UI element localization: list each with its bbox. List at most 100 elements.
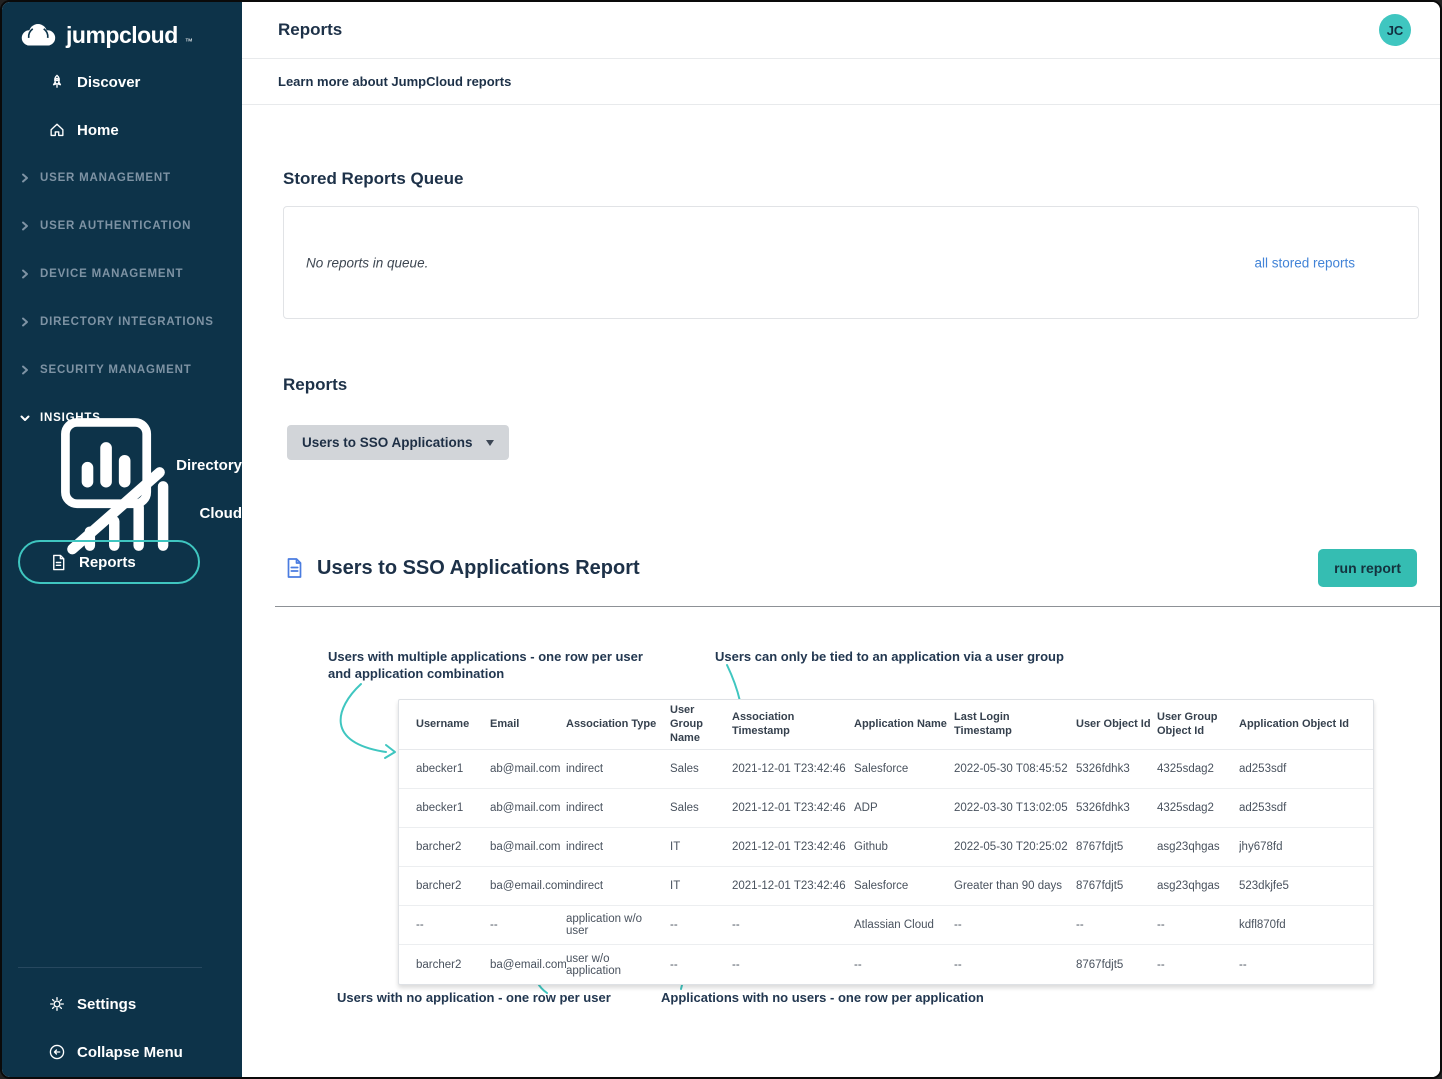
cell: 2021-12-01 T23:42:46 <box>732 749 854 790</box>
brand-trademark: ™ <box>184 37 193 46</box>
sidebar-section-device-management[interactable]: DEVICE MANAGEMENT <box>2 267 242 281</box>
cell: 2021-12-01 T23:42:46 <box>732 788 854 829</box>
cell: -- <box>490 905 566 946</box>
jumpcloud-logo[interactable]: jumpcloud ™ <box>2 2 242 50</box>
cell: application w/o user <box>566 905 670 946</box>
cell: abecker1 <box>399 788 490 829</box>
cell: ba@email.com <box>490 958 566 971</box>
cell: indirect <box>566 866 670 907</box>
table-row: -- -- application w/o user -- -- Atlassi… <box>399 905 1373 946</box>
sidebar-bottom: Settings Collapse Menu <box>2 967 242 1077</box>
line-chart-icon <box>48 441 188 585</box>
col-user-group-name: User Group Name <box>670 700 732 751</box>
col-association-timestamp: Association Timestamp <box>732 700 854 751</box>
cell: IT <box>670 827 732 868</box>
chevron-right-icon <box>20 173 30 183</box>
sidebar-item-label: Discover <box>77 73 141 91</box>
chevron-right-icon <box>20 269 30 279</box>
cell: -- <box>1239 958 1247 971</box>
sidebar-item-label: Reports <box>79 553 136 571</box>
report-title: Users to SSO Applications Report <box>317 556 640 579</box>
sidebar-section-security-management[interactable]: SECURITY MANAGMENT <box>2 363 242 377</box>
table-header-row: Username Email Association Type User Gro… <box>399 700 1373 751</box>
cell: 2022-03-30 T13:02:05 <box>954 788 1076 829</box>
table-row: barcher2 ba@mail.com indirect IT 2021-12… <box>399 827 1373 868</box>
learn-more-link[interactable]: Learn more about JumpCloud reports <box>278 74 512 89</box>
col-user-object-id: User Object Id <box>1076 700 1157 751</box>
cell: 5326fdhk3 <box>1076 749 1157 790</box>
section-label: DIRECTORY INTEGRATIONS <box>40 316 214 328</box>
cell: Github <box>854 827 954 868</box>
caret-down-icon <box>485 439 494 446</box>
cell: -- <box>670 958 678 971</box>
sidebar-item-home[interactable]: Home <box>2 120 242 140</box>
cell: 4325sdag2 <box>1157 749 1239 790</box>
table-row: abecker1 ab@mail.com indirect Sales 2021… <box>399 788 1373 829</box>
sidebar-section-directory-integrations[interactable]: DIRECTORY INTEGRATIONS <box>2 315 242 329</box>
cell: -- <box>1076 905 1157 946</box>
cell: ad253sdf <box>1239 788 1373 829</box>
cell: 2021-12-01 T23:42:46 <box>732 827 854 868</box>
sidebar-item-cloud[interactable]: Cloud <box>2 467 242 555</box>
cloud-logo-icon <box>17 20 59 50</box>
page-title: Reports <box>278 20 343 39</box>
section-label: USER AUTHENTICATION <box>40 220 192 232</box>
sidebar-item-directory[interactable]: Directory <box>2 418 242 509</box>
cell: asg23qhgas <box>1157 827 1239 868</box>
chevron-down-icon <box>20 413 30 423</box>
sidebar-divider <box>18 967 202 968</box>
sidebar-section-user-management[interactable]: USER MANAGEMENT <box>2 171 242 185</box>
cell: 4325sdag2 <box>1157 788 1239 829</box>
main-panel: Reports JC Learn more about JumpCloud re… <box>242 2 1440 1077</box>
cell: ab@mail.com <box>490 788 566 829</box>
brand-name: jumpcloud <box>66 22 178 48</box>
cell: -- <box>1157 905 1239 946</box>
cell: 2021-12-01 T23:42:46 <box>732 866 854 907</box>
col-association-type: Association Type <box>566 700 670 751</box>
cell: Salesforce <box>854 749 954 790</box>
stored-reports-queue-box: No reports in queue. all stored reports <box>283 206 1419 319</box>
sidebar-section-user-authentication[interactable]: USER AUTHENTICATION <box>2 219 242 233</box>
cell: Salesforce <box>854 866 954 907</box>
user-avatar[interactable]: JC <box>1379 14 1411 46</box>
sidebar-item-reports-selected[interactable]: Reports <box>18 540 200 584</box>
chevron-right-icon <box>20 365 30 375</box>
cell: barcher2 <box>399 827 490 868</box>
cell: -- <box>954 905 1076 946</box>
report-type-dropdown[interactable]: Users to SSO Applications <box>287 425 509 460</box>
cell: ba@mail.com <box>490 827 566 868</box>
sidebar-item-label: Settings <box>77 995 137 1013</box>
cell: 2022-05-30 T20:25:02 <box>954 827 1076 868</box>
reports-section-title: Reports <box>283 375 348 394</box>
cell: Greater than 90 days <box>954 866 1076 907</box>
cell: 523dkjfe5 <box>1239 866 1373 907</box>
sidebar-item-collapse-menu[interactable]: Collapse Menu <box>2 1042 242 1062</box>
cell: ab@mail.com <box>490 749 566 790</box>
cell: -- <box>399 905 490 946</box>
cell: ad253sdf <box>1239 749 1373 790</box>
cell: Sales <box>670 749 732 790</box>
cell: indirect <box>566 749 670 790</box>
col-application-name: Application Name <box>854 700 954 751</box>
cell: 5326fdhk3 <box>1076 788 1157 829</box>
rocket-icon <box>48 73 66 91</box>
sidebar-item-label: Collapse Menu <box>77 1043 183 1061</box>
all-stored-reports-link[interactable]: all stored reports <box>1254 255 1355 270</box>
sidebar-item-label: Directory <box>176 456 242 474</box>
run-report-button[interactable]: run report <box>1318 549 1417 587</box>
cell: indirect <box>566 788 670 829</box>
table-row: barcher2 ba@email.com user w/o applicati… <box>399 945 1373 984</box>
annotation-multiple-apps: Users with multiple applications - one r… <box>328 649 643 681</box>
cell: -- <box>1157 958 1165 971</box>
cell: Sales <box>670 788 732 829</box>
sidebar-item-discover[interactable]: Discover <box>2 72 242 92</box>
sidebar-item-settings[interactable]: Settings <box>2 994 242 1014</box>
cell: barcher2 <box>416 958 462 971</box>
section-label: SECURITY MANAGMENT <box>40 364 192 376</box>
cell: indirect <box>566 827 670 868</box>
stored-reports-queue-title: Stored Reports Queue <box>283 169 464 188</box>
report-table: Username Email Association Type User Gro… <box>398 699 1374 985</box>
home-icon <box>48 121 66 139</box>
sidebar-item-label: Home <box>77 121 119 139</box>
cell: 8767fdjt5 <box>1076 866 1157 907</box>
